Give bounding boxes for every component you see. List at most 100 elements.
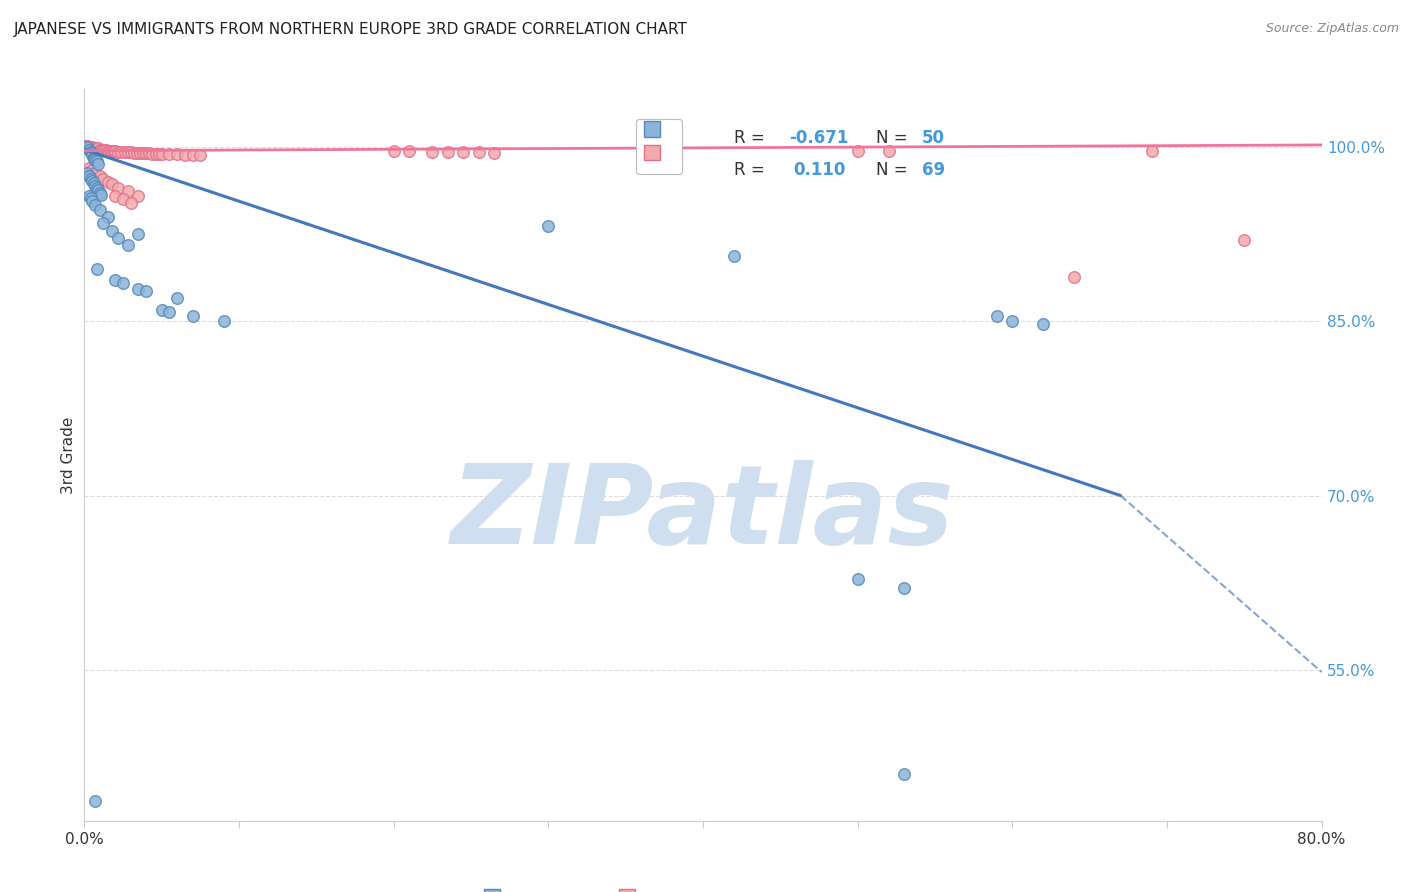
Point bbox=[87, 183, 110, 197]
Point bbox=[91, 171, 114, 186]
Point bbox=[89, 169, 111, 184]
Point bbox=[79, 145, 101, 159]
Text: N =: N = bbox=[876, 161, 912, 179]
Point bbox=[75, 139, 97, 153]
Text: R =: R = bbox=[734, 161, 770, 179]
Point bbox=[104, 144, 127, 158]
Point bbox=[91, 216, 114, 230]
Point bbox=[83, 176, 105, 190]
Point bbox=[135, 284, 157, 298]
Point bbox=[97, 144, 120, 158]
Point bbox=[101, 224, 124, 238]
Point bbox=[125, 146, 148, 161]
Point bbox=[135, 146, 157, 161]
Point bbox=[181, 148, 204, 162]
Point bbox=[101, 144, 124, 158]
Point bbox=[128, 189, 150, 203]
Point bbox=[484, 146, 506, 161]
Point bbox=[91, 143, 114, 157]
Point bbox=[122, 146, 145, 161]
Text: 0.110: 0.110 bbox=[793, 161, 845, 179]
Text: 50: 50 bbox=[922, 129, 945, 147]
Point bbox=[107, 231, 129, 245]
Point bbox=[89, 143, 111, 157]
Point bbox=[114, 145, 136, 159]
Point bbox=[150, 302, 173, 317]
Point bbox=[76, 166, 98, 180]
Point bbox=[382, 144, 405, 158]
Point bbox=[422, 145, 444, 159]
Point bbox=[84, 178, 107, 193]
Point bbox=[86, 141, 108, 155]
Point bbox=[877, 144, 900, 158]
Point bbox=[89, 202, 111, 217]
Point bbox=[82, 194, 104, 208]
Text: ZIPatlas: ZIPatlas bbox=[451, 460, 955, 567]
Text: N =: N = bbox=[876, 129, 912, 147]
Point bbox=[129, 146, 152, 161]
Point bbox=[97, 175, 120, 189]
Point bbox=[398, 144, 420, 158]
Point bbox=[846, 572, 869, 586]
Point bbox=[82, 148, 104, 162]
Point bbox=[1140, 144, 1163, 158]
Point bbox=[112, 193, 135, 207]
Point bbox=[82, 140, 104, 154]
Point bbox=[893, 582, 915, 596]
Point bbox=[103, 144, 125, 158]
Point bbox=[117, 145, 139, 159]
Point bbox=[77, 140, 100, 154]
Text: JAPANESE VS IMMIGRANTS FROM NORTHERN EUROPE 3RD GRADE CORRELATION CHART: JAPANESE VS IMMIGRANTS FROM NORTHERN EUR… bbox=[14, 22, 688, 37]
Point bbox=[1032, 317, 1054, 331]
Point bbox=[82, 163, 104, 178]
Point bbox=[77, 161, 100, 176]
Point bbox=[1001, 314, 1024, 328]
Point bbox=[537, 219, 560, 234]
Point bbox=[93, 143, 115, 157]
Point bbox=[84, 153, 107, 167]
Text: R =: R = bbox=[734, 129, 770, 147]
Point bbox=[174, 148, 197, 162]
Point bbox=[79, 191, 101, 205]
Point bbox=[107, 145, 129, 159]
Point bbox=[90, 187, 112, 202]
Point bbox=[141, 147, 163, 161]
Point bbox=[453, 145, 475, 159]
Text: Source: ZipAtlas.com: Source: ZipAtlas.com bbox=[1265, 22, 1399, 36]
Point bbox=[138, 146, 160, 161]
Point bbox=[181, 309, 204, 323]
Point bbox=[107, 181, 129, 195]
Point bbox=[120, 196, 142, 211]
Point bbox=[98, 144, 121, 158]
Point bbox=[145, 147, 167, 161]
Point bbox=[150, 147, 173, 161]
Point bbox=[1063, 270, 1085, 285]
Point bbox=[83, 149, 105, 163]
Point bbox=[166, 291, 188, 305]
Point bbox=[87, 156, 110, 170]
Point bbox=[132, 146, 155, 161]
Point bbox=[89, 186, 111, 200]
Point bbox=[159, 147, 181, 161]
Point bbox=[101, 178, 124, 192]
Point bbox=[86, 181, 108, 195]
Point bbox=[82, 174, 104, 188]
Point bbox=[79, 171, 101, 186]
Point bbox=[97, 210, 120, 224]
Point bbox=[86, 154, 108, 169]
Point bbox=[128, 227, 150, 242]
Point bbox=[84, 794, 107, 808]
Point bbox=[90, 143, 112, 157]
Point bbox=[104, 272, 127, 286]
Point bbox=[110, 145, 132, 159]
Point bbox=[128, 282, 150, 296]
Point bbox=[212, 314, 235, 328]
Point bbox=[83, 141, 105, 155]
Point bbox=[77, 169, 100, 184]
Point bbox=[112, 276, 135, 290]
Text: -0.671: -0.671 bbox=[790, 129, 849, 147]
Point bbox=[437, 145, 460, 159]
Point bbox=[86, 262, 108, 277]
Point bbox=[468, 145, 491, 159]
Y-axis label: 3rd Grade: 3rd Grade bbox=[60, 417, 76, 493]
